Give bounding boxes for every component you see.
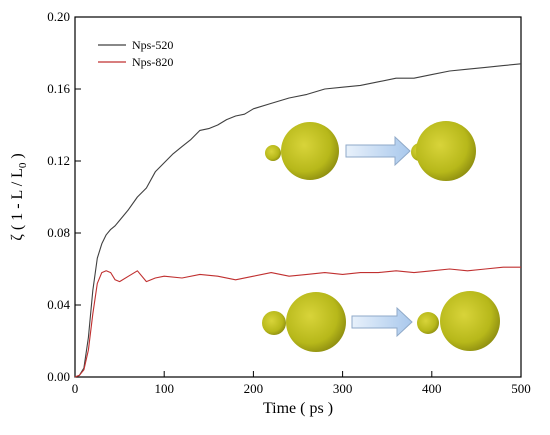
x-tick-label: 100: [154, 381, 174, 396]
x-tick-label: 400: [422, 381, 442, 396]
merged-nanoparticle-large-icon: [416, 121, 476, 181]
arrow-icon: [351, 306, 413, 338]
x-axis: 0 100 200 300 400 500: [72, 371, 531, 396]
series-layer: [74, 63, 522, 378]
small-nanoparticle-icon: [262, 311, 286, 335]
series-line-nps-520: [74, 63, 522, 378]
y-tick-label: 0.04: [47, 297, 70, 312]
y-tick-label: 0.08: [47, 225, 70, 240]
merged-nanoparticle-small-icon: [417, 312, 439, 334]
large-nanoparticle-icon: [281, 122, 339, 180]
y-tick-label: 0.20: [47, 9, 70, 24]
merged-nanoparticle-large-icon: [440, 291, 500, 351]
legend-label-nps-520: Nps-520: [132, 38, 173, 52]
inset-upper: [265, 121, 476, 181]
legend-label-nps-820: Nps-820: [132, 55, 173, 69]
small-nanoparticle-icon: [265, 145, 281, 161]
series-line-nps-820: [74, 266, 521, 378]
y-axis-title: ζ ( 1 - L / L0 ): [9, 153, 29, 241]
inset-lower: [262, 291, 500, 352]
x-tick-label: 300: [333, 381, 353, 396]
x-tick-label: 0: [72, 381, 79, 396]
x-tick-label: 200: [244, 381, 264, 396]
arrow-icon: [345, 135, 411, 167]
y-axis: 0.00 0.04 0.08 0.12 0.16 0.20: [47, 9, 81, 384]
y-tick-label: 0.12: [47, 153, 70, 168]
large-nanoparticle-icon: [286, 292, 346, 352]
y-tick-label: 0.00: [47, 369, 70, 384]
x-tick-label: 500: [511, 381, 531, 396]
plot-frame: [74, 16, 522, 378]
y-tick-label: 0.16: [47, 81, 70, 96]
legend: Nps-520 Nps-820: [98, 38, 173, 69]
x-axis-title: Time ( ps ): [263, 400, 333, 417]
